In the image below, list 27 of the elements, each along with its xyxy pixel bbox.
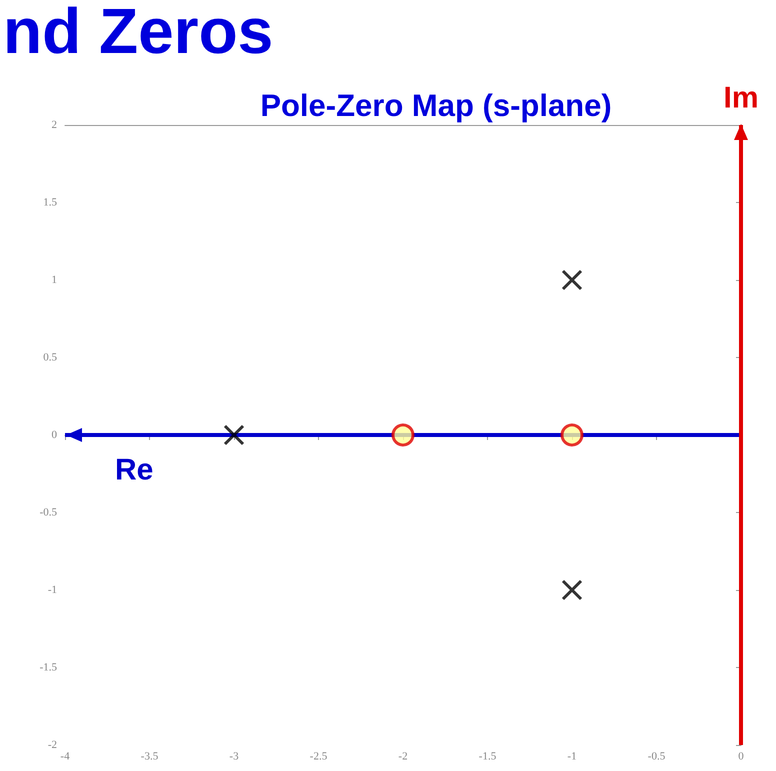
point xyxy=(560,424,584,446)
x-tick-label: -0.5 xyxy=(648,750,666,762)
x-tick-label: -3 xyxy=(229,750,240,762)
chart-subtitle: Pole-Zero Map (s-plane) xyxy=(260,88,612,123)
point xyxy=(562,270,582,290)
x-tick-label: -4 xyxy=(60,750,70,762)
x-tick-label: -2.5 xyxy=(310,750,328,762)
y-tick-label: 0 xyxy=(52,429,58,441)
point xyxy=(224,424,244,446)
x-tick-label: -3.5 xyxy=(140,750,159,762)
point xyxy=(392,424,414,446)
x-tick-label: 0 xyxy=(738,750,744,762)
point xyxy=(562,580,582,600)
y-tick-label: 1 xyxy=(52,274,57,286)
ref-line-label: Im xyxy=(723,82,759,114)
y-tick-label: 0.5 xyxy=(43,352,58,364)
y-tick-label: -2 xyxy=(48,739,57,751)
chart-title: nd Zeros xyxy=(3,0,274,67)
x-tick-label: -1 xyxy=(567,750,577,762)
y-tick-label: -0.5 xyxy=(40,506,58,518)
x-tick-label: -1.5 xyxy=(478,750,497,762)
x-tick-label: -2 xyxy=(398,750,408,762)
y-tick-label: 2 xyxy=(52,119,57,131)
y-tick-label: -1.5 xyxy=(40,662,58,674)
ref-line-label: Re xyxy=(115,454,154,486)
y-tick-label: 1.5 xyxy=(43,196,58,208)
y-tick-label: -1 xyxy=(48,584,57,596)
